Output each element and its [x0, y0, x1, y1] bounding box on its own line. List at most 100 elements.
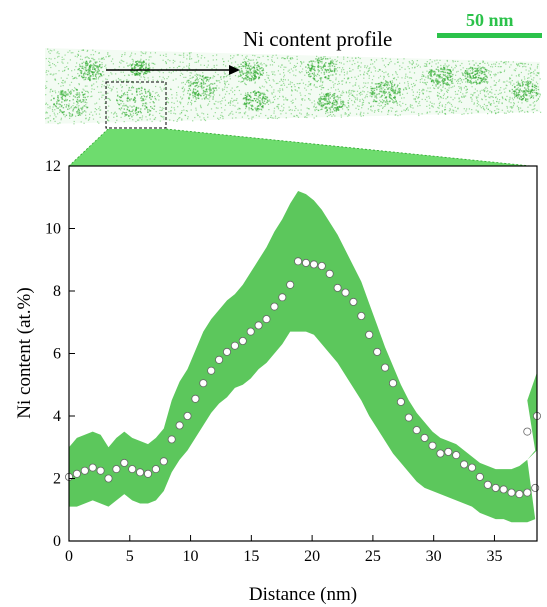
atom-dot	[324, 97, 326, 99]
atom-dot	[508, 81, 510, 83]
atom-dot	[120, 62, 122, 64]
cluster-dot	[388, 87, 390, 89]
cluster-dot	[94, 65, 97, 67]
atom-dot	[158, 99, 160, 101]
data-points-layer	[65, 257, 542, 499]
atom-dot	[415, 63, 418, 65]
atom-dot	[465, 92, 467, 94]
atom-dot	[238, 80, 240, 82]
atom-dot	[488, 72, 490, 74]
cluster-dot	[312, 65, 315, 68]
cluster-dot	[189, 84, 192, 87]
atom-dot	[343, 71, 345, 73]
atom-dot	[465, 95, 467, 97]
cluster-dot	[475, 73, 477, 76]
cluster-dot	[209, 92, 212, 94]
atom-dot	[191, 58, 193, 60]
cluster-dot	[200, 95, 202, 97]
cluster-dot	[327, 102, 329, 104]
atom-dot	[341, 80, 343, 82]
cluster-dot	[399, 87, 401, 90]
cluster-dot	[245, 78, 248, 80]
atom-dot	[485, 95, 487, 97]
atom-dot	[523, 65, 525, 67]
atom-dot	[388, 75, 390, 78]
atom-dot	[475, 79, 477, 82]
cluster-dot	[328, 71, 330, 73]
data-point	[420, 433, 429, 442]
cluster-dot	[130, 98, 132, 100]
cluster-dot	[261, 101, 264, 104]
atom-dot	[439, 111, 441, 113]
cluster-dot	[196, 82, 198, 85]
atom-dot	[101, 57, 103, 59]
cluster-dot	[205, 97, 207, 99]
cluster-dot	[447, 78, 449, 80]
atom-dot	[98, 73, 101, 75]
atom-dot	[339, 61, 341, 64]
cluster-dot	[135, 64, 137, 66]
atom-dot	[143, 63, 145, 65]
cluster-dot	[522, 95, 525, 97]
cluster-dot	[319, 61, 321, 63]
atom-dot	[466, 91, 468, 93]
atom-dot	[223, 71, 225, 73]
atom-dot	[273, 91, 275, 93]
cluster-dot	[386, 84, 389, 87]
atom-dot	[486, 105, 488, 107]
cluster-dot	[256, 68, 258, 71]
cluster-dot	[203, 90, 205, 93]
atom-dot	[259, 87, 262, 89]
atom-dot	[533, 95, 535, 97]
cluster-dot	[327, 96, 330, 98]
cluster-dot	[324, 107, 326, 109]
atom-dot	[129, 100, 131, 102]
atom-dot	[405, 73, 407, 75]
atom-dot	[444, 69, 446, 71]
atom-dot	[182, 68, 184, 70]
data-point	[72, 469, 81, 478]
cluster-dot	[467, 71, 469, 74]
cluster-dot	[81, 75, 83, 77]
atom-dot	[281, 57, 283, 59]
cluster-dot	[325, 71, 328, 73]
atom-dot	[328, 100, 330, 102]
atom-dot	[112, 80, 114, 82]
atom-dot	[301, 62, 303, 64]
cluster-dot	[333, 100, 335, 102]
atom-dot	[288, 60, 290, 62]
cluster-dot	[519, 88, 521, 90]
atom-dot	[213, 75, 216, 78]
atom-dot	[522, 85, 524, 87]
cluster-dot	[473, 81, 475, 83]
atom-dot	[282, 95, 284, 97]
atom-dot	[418, 113, 420, 115]
atom-dot	[484, 109, 486, 111]
atom-dot	[167, 101, 169, 103]
atom-dot	[172, 71, 174, 73]
cluster-dot	[258, 77, 260, 80]
atom-dot	[309, 84, 311, 86]
atom-dot	[288, 83, 290, 85]
atom-dot	[497, 66, 499, 68]
cluster-dot	[90, 70, 92, 73]
atom-dot	[50, 99, 52, 101]
atom-dot	[196, 113, 198, 115]
atom-dot	[426, 61, 428, 63]
atom-dot	[132, 114, 134, 116]
atom-dot	[126, 100, 128, 102]
atom-dot	[127, 74, 130, 76]
atom-dot	[506, 85, 508, 87]
cluster-dot	[99, 75, 101, 78]
atom-dot	[454, 106, 456, 108]
atom-dot	[346, 73, 348, 75]
atom-dot	[471, 112, 473, 114]
atom-dot	[60, 117, 62, 119]
cluster-dot	[449, 76, 451, 79]
atom-dot	[445, 113, 447, 115]
cluster-dot	[65, 106, 67, 108]
cluster-dot	[527, 87, 529, 89]
atom-dot	[325, 102, 327, 105]
cluster-dot	[472, 71, 474, 73]
